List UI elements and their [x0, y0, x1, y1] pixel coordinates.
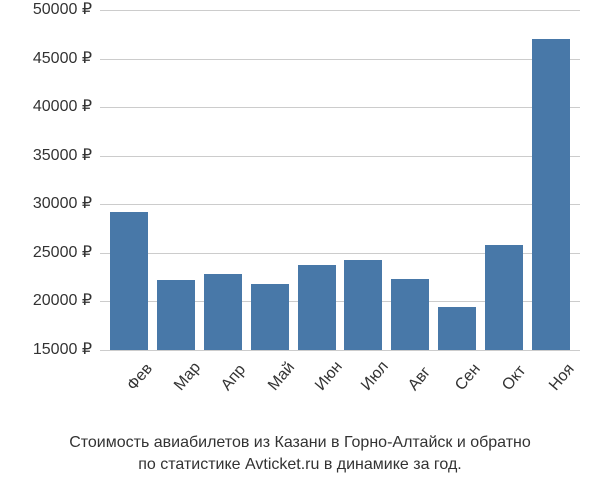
bar — [532, 39, 570, 350]
caption-line1: Стоимость авиабилетов из Казани в Горно-… — [0, 432, 600, 454]
x-tick-label: Май — [265, 354, 303, 395]
x-tick-label: Ноя — [546, 354, 584, 395]
plot-area — [100, 10, 580, 350]
x-tick-label: Окт — [499, 354, 537, 395]
y-tick-label: 30000 ₽ — [33, 196, 92, 212]
chart-caption: Стоимость авиабилетов из Казани в Горно-… — [0, 432, 600, 476]
price-bar-chart: 15000 ₽ 20000 ₽ 25000 ₽ 30000 ₽ 35000 ₽ 40000… — [0, 0, 600, 420]
x-tick-label: Июн — [312, 354, 350, 395]
bar — [391, 279, 429, 350]
bar — [298, 265, 336, 350]
bar — [438, 307, 476, 350]
y-tick-label: 35000 ₽ — [33, 148, 92, 164]
y-tick-label: 50000 ₽ — [33, 2, 92, 18]
bar — [204, 274, 242, 350]
x-tick-label: Авг — [405, 354, 443, 395]
bar — [110, 212, 148, 350]
y-tick-label: 25000 ₽ — [33, 245, 92, 261]
caption-line2: по статистике Avticket.ru в динамике за … — [0, 454, 600, 476]
y-tick-label: 40000 ₽ — [33, 99, 92, 115]
y-tick-label: 15000 ₽ — [33, 342, 92, 358]
x-tick-label: Сен — [452, 354, 490, 395]
y-tick-label: 45000 ₽ — [33, 51, 92, 67]
bar — [157, 280, 195, 350]
x-tick-label: Фев — [124, 354, 162, 395]
x-tick-label: Июл — [358, 354, 396, 395]
bar — [251, 284, 289, 350]
x-tick-label: Мар — [171, 354, 209, 395]
bar — [485, 245, 523, 350]
bar — [344, 260, 382, 350]
gridline — [100, 350, 580, 351]
x-tick-label: Апр — [218, 354, 256, 395]
x-axis-labels: ФевМарАпрМайИюнИюлАвгСенОктНоя — [100, 355, 580, 373]
y-tick-label: 20000 ₽ — [33, 293, 92, 309]
bars-container — [100, 10, 580, 350]
